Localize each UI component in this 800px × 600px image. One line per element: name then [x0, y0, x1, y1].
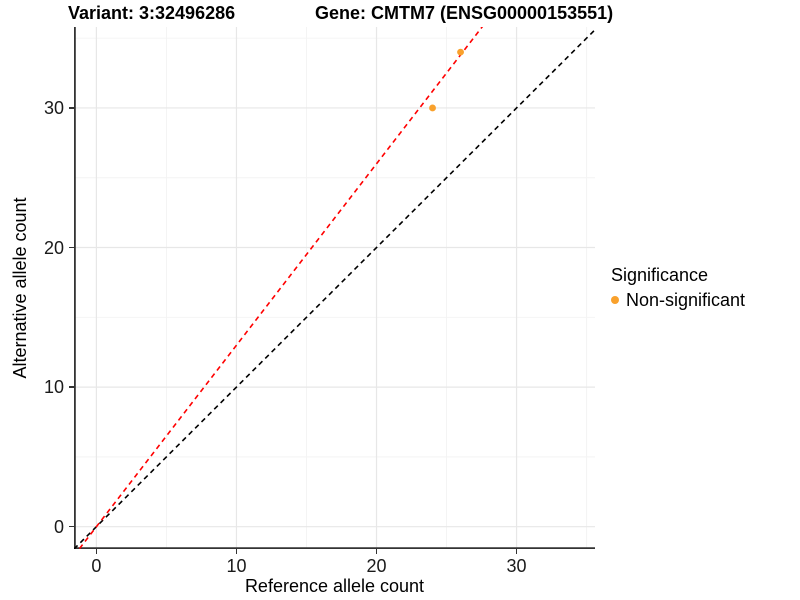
legend: Significance Non-significant [611, 264, 745, 311]
legend-item: Non-significant [611, 289, 745, 311]
x-tick-label: 10 [226, 556, 247, 576]
y-tick-mark [69, 525, 74, 528]
y-tick-mark [69, 246, 74, 249]
x-tick-mark [515, 549, 518, 554]
y-tick-label: 30 [43, 97, 64, 118]
x-tick-label: 20 [366, 556, 387, 576]
legend-item-label: Non-significant [626, 290, 746, 310]
y-tick-mark [69, 386, 74, 388]
plot-title-gene: Gene: CMTM7 (ENSG00000153551) [315, 3, 614, 23]
x-tick-label: 30 [506, 556, 527, 576]
fitted-ratio-line [78, 27, 484, 549]
y-tick-label: 10 [43, 377, 64, 398]
plot-panel [74, 27, 595, 549]
data-point [457, 48, 464, 56]
legend-title: Significance [611, 265, 709, 285]
x-tick-mark [375, 549, 378, 554]
x-tick-label: 0 [91, 556, 102, 576]
plot-title-variant: Variant: 3:32496286 [68, 3, 236, 23]
data-point [429, 104, 436, 112]
y-tick-label: 0 [53, 516, 64, 537]
y-tick-label: 20 [43, 237, 64, 258]
x-tick-mark [95, 549, 98, 554]
x-tick-mark [235, 549, 238, 554]
legend-key-dot-icon [611, 296, 619, 304]
legend-items: Non-significant [611, 289, 745, 311]
y-axis-title: Alternative allele count [10, 197, 30, 379]
identity-line [74, 29, 595, 549]
x-axis-title: Reference allele count [244, 576, 425, 596]
chart-canvas [74, 27, 595, 549]
y-tick-mark [69, 107, 74, 109]
